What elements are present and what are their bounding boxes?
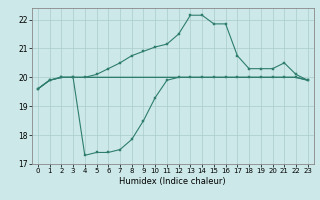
X-axis label: Humidex (Indice chaleur): Humidex (Indice chaleur) [119,177,226,186]
